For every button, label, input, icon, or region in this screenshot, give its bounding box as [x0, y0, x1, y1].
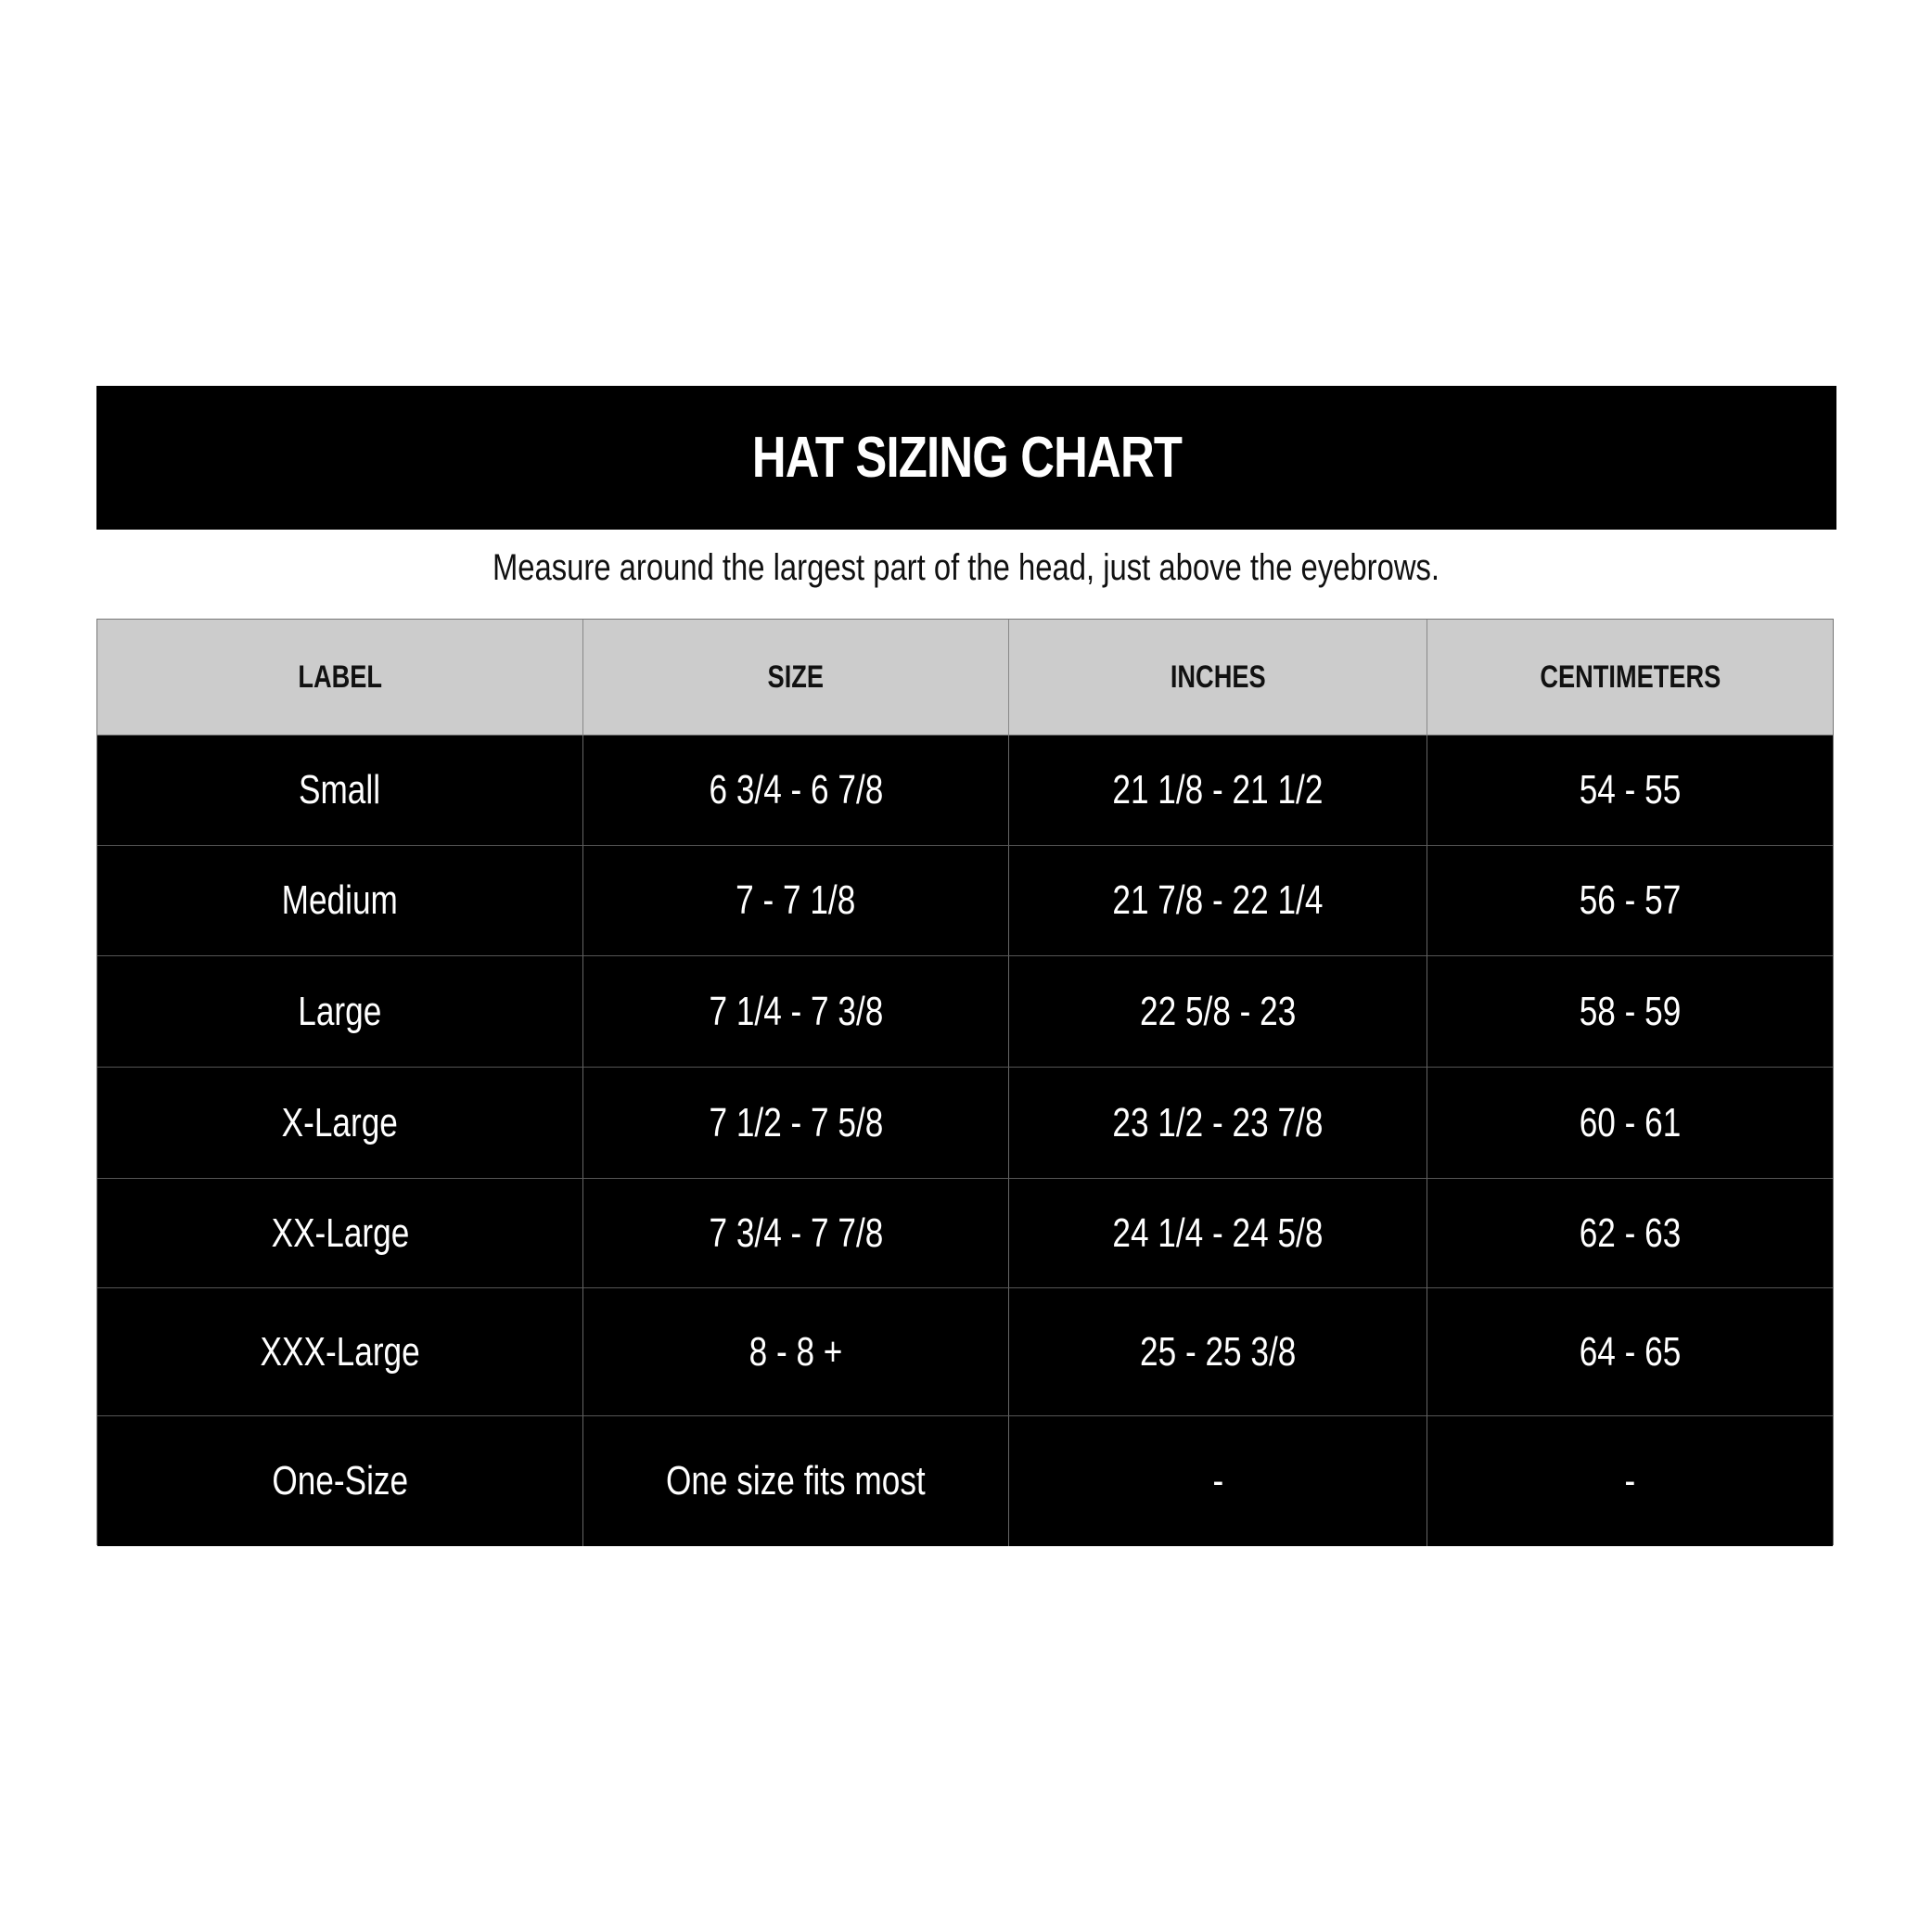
- table-cell: 58 - 59: [1427, 956, 1833, 1068]
- header-cell: SIZE: [583, 620, 1009, 736]
- cell-text: 7 - 7 1/8: [736, 877, 856, 923]
- table-cell: 6 3/4 - 6 7/8: [583, 736, 1009, 846]
- header-centimeters: CENTIMETERS: [1540, 659, 1721, 695]
- table-row: Medium 7 - 7 1/8 21 7/8 - 22 1/4 56 - 57: [97, 846, 1833, 956]
- header-cell: CENTIMETERS: [1427, 620, 1833, 736]
- table-cell: One size fits most: [583, 1416, 1009, 1546]
- table-cell: 23 1/2 - 23 7/8: [1009, 1068, 1427, 1179]
- cell-text: 8 - 8 +: [748, 1328, 843, 1375]
- table-cell: 7 1/4 - 7 3/8: [583, 956, 1009, 1068]
- table-cell: 54 - 55: [1427, 736, 1833, 846]
- table-cell: X-Large: [97, 1068, 583, 1179]
- cell-text: 23 1/2 - 23 7/8: [1112, 1099, 1324, 1145]
- header-size: SIZE: [767, 659, 825, 695]
- cell-text: 62 - 63: [1579, 1209, 1682, 1256]
- table-cell: 8 - 8 +: [583, 1288, 1009, 1416]
- cell-text: Small: [299, 767, 381, 812]
- table-cell: One-Size: [97, 1416, 583, 1546]
- table-cell: -: [1427, 1416, 1833, 1546]
- cell-text: 24 1/4 - 24 5/8: [1112, 1209, 1324, 1256]
- cell-text: 58 - 59: [1579, 988, 1682, 1034]
- table-row: Small 6 3/4 - 6 7/8 21 1/8 - 21 1/2 54 - 55: [97, 736, 1833, 846]
- table-cell: -: [1009, 1416, 1427, 1546]
- cell-text: 25 - 25 3/8: [1139, 1328, 1297, 1375]
- table-cell: 7 1/2 - 7 5/8: [583, 1068, 1009, 1179]
- table-row: One-Size One size fits most - -: [97, 1416, 1833, 1546]
- table-cell: XX-Large: [97, 1179, 583, 1288]
- cell-text: 7 1/4 - 7 3/8: [709, 988, 883, 1034]
- cell-text: 56 - 57: [1579, 877, 1682, 923]
- table-cell: XXX-Large: [97, 1288, 583, 1416]
- cell-text: 60 - 61: [1579, 1099, 1682, 1145]
- table-cell: 21 1/8 - 21 1/2: [1009, 736, 1427, 846]
- cell-text: X-Large: [281, 1099, 399, 1145]
- cell-text: -: [1212, 1458, 1223, 1503]
- cell-text: XXX-Large: [260, 1328, 420, 1375]
- cell-text: 7 3/4 - 7 7/8: [709, 1209, 883, 1256]
- table-cell: Large: [97, 956, 583, 1068]
- cell-text: 22 5/8 - 23: [1139, 988, 1297, 1034]
- header-cell: INCHES: [1009, 620, 1427, 736]
- cell-text: Medium: [281, 877, 399, 923]
- table-row: XXX-Large 8 - 8 + 25 - 25 3/8 64 - 65: [97, 1288, 1833, 1416]
- table-cell: 22 5/8 - 23: [1009, 956, 1427, 1068]
- table-cell: 24 1/4 - 24 5/8: [1009, 1179, 1427, 1288]
- page-title: HAT SIZING CHART: [751, 426, 1182, 490]
- table-cell: Small: [97, 736, 583, 846]
- table-cell: Medium: [97, 846, 583, 956]
- table-cell: 21 7/8 - 22 1/4: [1009, 846, 1427, 956]
- cell-text: 7 1/2 - 7 5/8: [709, 1099, 883, 1145]
- header-cell: LABEL: [97, 620, 583, 736]
- table-cell: 60 - 61: [1427, 1068, 1833, 1179]
- cell-text: One size fits most: [666, 1458, 926, 1503]
- table-row: XX-Large 7 3/4 - 7 7/8 24 1/4 - 24 5/8 62 -…: [97, 1179, 1833, 1288]
- header-label: LABEL: [298, 659, 382, 695]
- table-header-row: LABEL SIZE INCHES CENTIMETERS: [97, 620, 1833, 736]
- cell-text: One-Size: [272, 1458, 408, 1503]
- table-row: X-Large 7 1/2 - 7 5/8 23 1/2 - 23 7/8 60 - …: [97, 1068, 1833, 1179]
- table-cell: 25 - 25 3/8: [1009, 1288, 1427, 1416]
- table-cell: 62 - 63: [1427, 1179, 1833, 1288]
- table-cell: 56 - 57: [1427, 846, 1833, 956]
- table-cell: 64 - 65: [1427, 1288, 1833, 1416]
- subtitle: Measure around the largest part of the h…: [492, 547, 1440, 588]
- sizing-table: LABEL SIZE INCHES CENTIMETERS Small 6 3/4…: [96, 619, 1834, 1546]
- title-bar: HAT SIZING CHART: [96, 386, 1836, 530]
- cell-text: 64 - 65: [1579, 1328, 1682, 1375]
- cell-text: 6 3/4 - 6 7/8: [709, 767, 883, 812]
- table-cell: 7 3/4 - 7 7/8: [583, 1179, 1009, 1288]
- cell-text: Large: [298, 988, 382, 1034]
- table-row: Large 7 1/4 - 7 3/8 22 5/8 - 23 58 - 59: [97, 956, 1833, 1068]
- cell-text: XX-Large: [271, 1209, 409, 1256]
- header-inches: INCHES: [1170, 659, 1266, 695]
- cell-text: 54 - 55: [1579, 767, 1682, 812]
- cell-text: 21 7/8 - 22 1/4: [1112, 877, 1324, 923]
- cell-text: -: [1624, 1458, 1636, 1503]
- cell-text: 21 1/8 - 21 1/2: [1112, 767, 1324, 812]
- table-cell: 7 - 7 1/8: [583, 846, 1009, 956]
